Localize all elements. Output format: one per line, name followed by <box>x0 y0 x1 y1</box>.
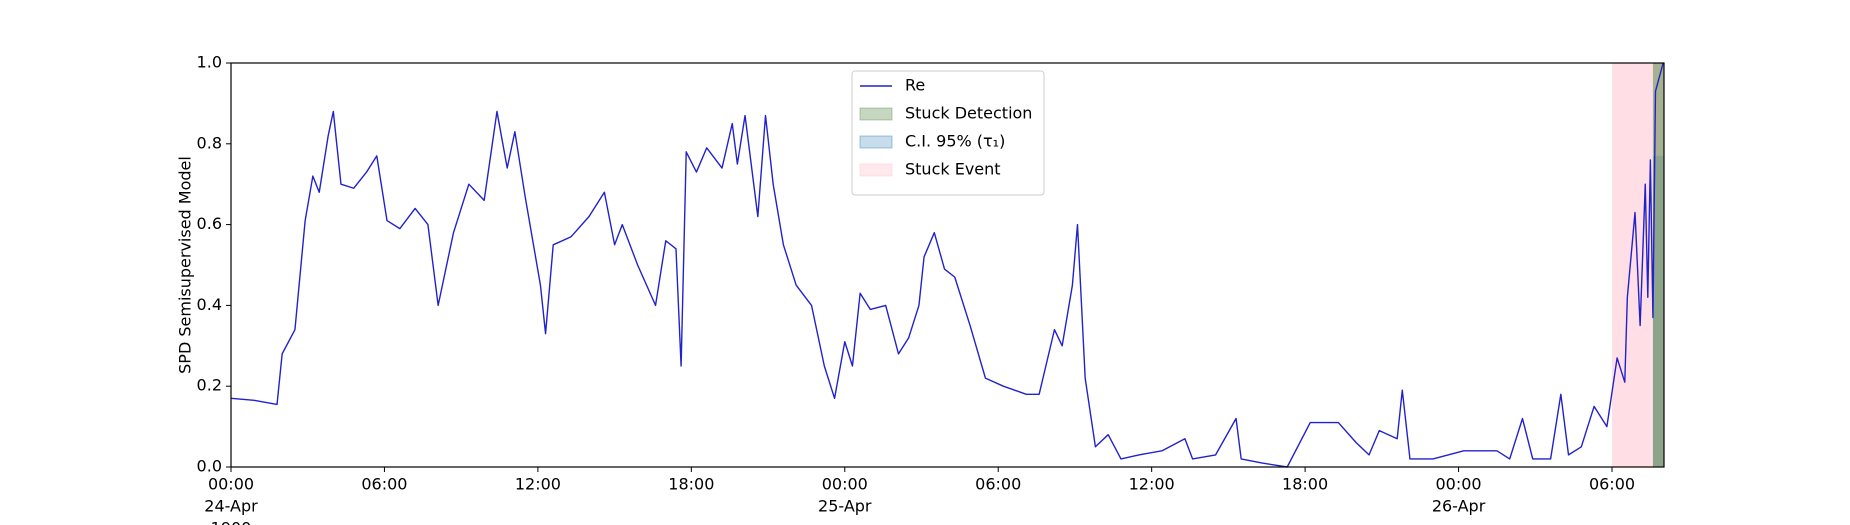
y-tick-label: 0.8 <box>197 133 222 152</box>
y-tick-label: 0.2 <box>197 376 222 395</box>
x-tick-label: 00:00 <box>1436 475 1482 494</box>
x-tick-label: 18:00 <box>668 475 714 494</box>
x-tick-label: 12:00 <box>1129 475 1175 494</box>
legend-box <box>851 70 1045 196</box>
y-tick-label: 0.4 <box>197 295 222 314</box>
series-line <box>230 62 1664 468</box>
y-tick-label: 0.0 <box>197 457 222 476</box>
x-tick-label: 26-Apr <box>1432 497 1486 516</box>
plot-frame <box>230 62 1665 468</box>
legend-label: Stuck Event <box>905 160 1001 179</box>
legend-label: Re <box>905 76 925 95</box>
x-tick-label: 06:00 <box>1589 475 1635 494</box>
legend-patch <box>859 163 893 177</box>
x-tick-label: 12:00 <box>515 475 561 494</box>
x-tick-label: 00:00 <box>208 475 254 494</box>
span <box>1652 63 1664 467</box>
y-axis-label: SPD Semisupervised Model <box>176 156 195 374</box>
x-tick-label: 1900 <box>211 519 252 525</box>
y-tick-label: 1.0 <box>197 53 222 72</box>
x-tick-label: 18:00 <box>1282 475 1328 494</box>
x-tick-label: 00:00 <box>822 475 868 494</box>
legend-label: C.I. 95% (τ₁) <box>905 132 1005 151</box>
x-tick-label: 06:00 <box>361 475 407 494</box>
x-tick-label: 06:00 <box>975 475 1021 494</box>
legend-patch <box>859 135 893 149</box>
legend-label: Stuck Detection <box>905 104 1032 123</box>
y-tick-label: 0.6 <box>197 214 222 233</box>
x-tick-label: 24-Apr <box>204 497 258 516</box>
x-tick-label: 25-Apr <box>818 497 872 516</box>
legend: Re Stuck Detection C.I. 95% (τ₁) Stuck Even… <box>851 70 1045 196</box>
legend-patch <box>859 107 893 121</box>
